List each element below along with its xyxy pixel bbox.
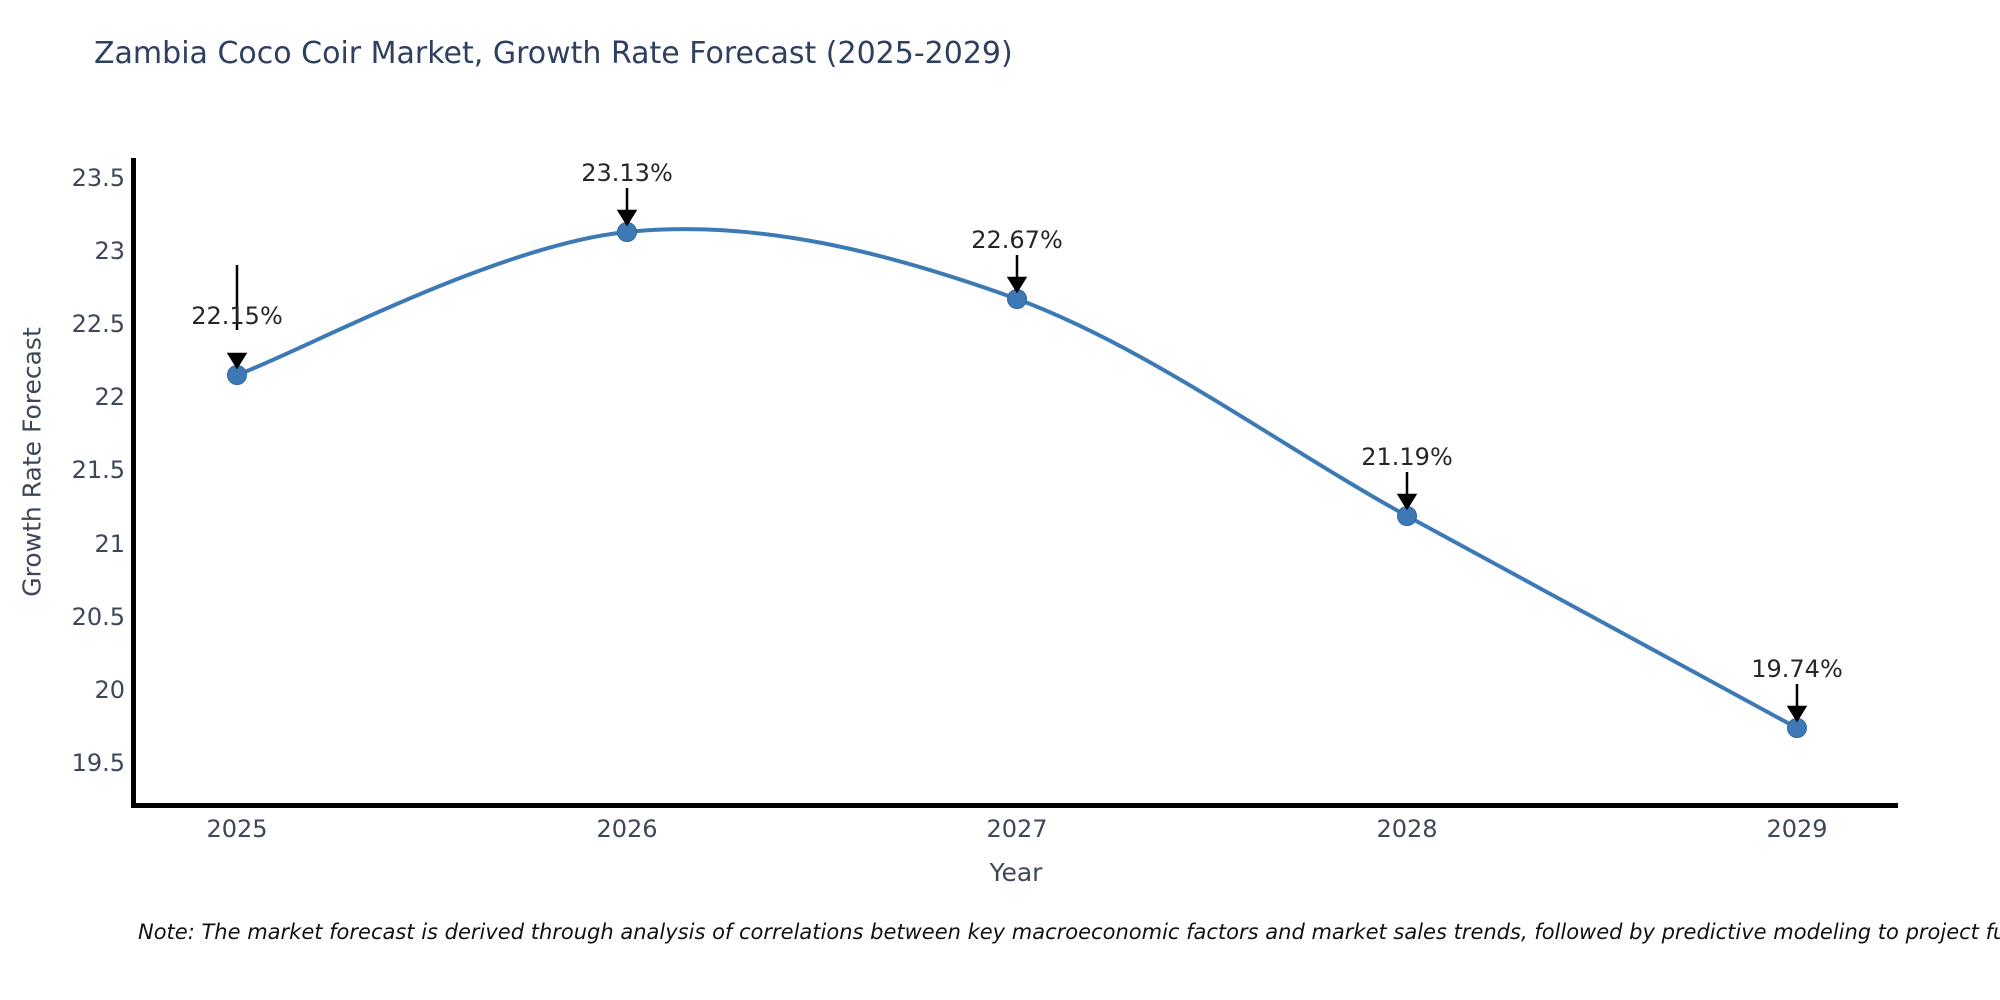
point-label-2026: 23.13% (581, 159, 673, 187)
y-axis-title: Growth Rate Forecast (17, 327, 47, 597)
point-label-2025: 22.15% (191, 302, 283, 330)
x-axis-spine (131, 803, 1898, 808)
annotation-arrowhead-2027 (1006, 276, 1028, 294)
annotation-arrowhead-2028 (1396, 493, 1418, 511)
x-tick-label: 2029 (1766, 815, 1828, 843)
y-tick-label: 19.5 (71, 749, 125, 777)
annotation-arrowhead-2025 (226, 352, 248, 370)
y-tick-label: 20 (94, 676, 125, 704)
x-axis-title: Year (989, 858, 1043, 887)
y-tick-label: 23.5 (71, 164, 125, 192)
point-label-2029: 19.74% (1751, 655, 1843, 683)
annotation-arrowhead-2026 (616, 209, 638, 227)
x-tick-label: 2028 (1376, 815, 1438, 843)
y-tick-label: 21.5 (71, 456, 125, 484)
y-tick-label: 23 (94, 237, 125, 265)
y-tick-label: 22 (94, 383, 125, 411)
footnote: Note: The market forecast is derived thr… (138, 920, 2000, 944)
x-tick-label: 2025 (206, 815, 268, 843)
y-tick-label: 21 (94, 530, 125, 558)
point-label-2027: 22.67% (971, 226, 1063, 254)
y-tick-label: 20.5 (71, 603, 125, 631)
chart-title: Zambia Coco Coir Market, Growth Rate For… (94, 36, 1013, 71)
point-label-2028: 21.19% (1361, 443, 1453, 471)
annotation-arrowhead-2029 (1786, 705, 1808, 723)
y-tick-label: 22.5 (71, 310, 125, 338)
x-tick-label: 2026 (596, 815, 658, 843)
x-tick-label: 2027 (986, 815, 1048, 843)
y-axis-spine (131, 158, 136, 808)
